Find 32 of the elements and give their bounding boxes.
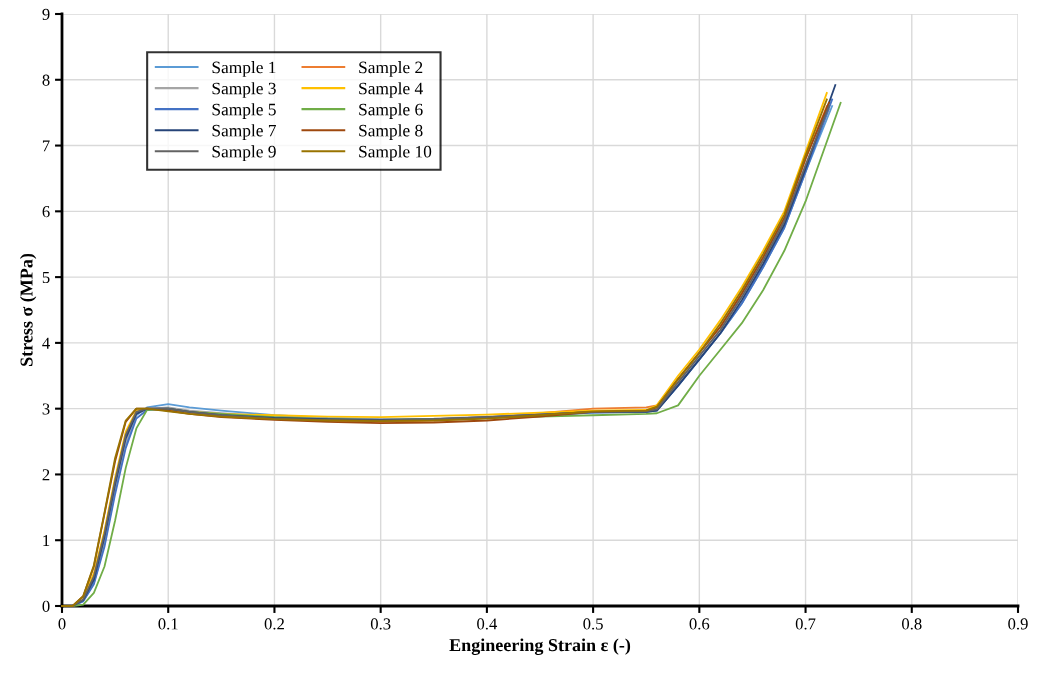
legend-label: Sample 6 [359, 103, 423, 119]
x-tick-label: 0.5 [583, 618, 603, 630]
legend-label: Sample 2 [359, 61, 423, 77]
x-tick-label: 0.1 [158, 618, 178, 630]
legend-label: Sample 3 [212, 82, 276, 98]
x-tick-label: 0.8 [902, 618, 922, 630]
legend-label: Sample 10 [359, 145, 432, 162]
legend-label: Sample 8 [359, 124, 423, 140]
x-axis-title: Engineering Strain ε (-) [449, 638, 631, 655]
y-tick-label: 4 [42, 337, 50, 349]
legend-label: Sample 4 [359, 82, 423, 98]
y-tick-label: 9 [42, 8, 50, 20]
legend-label: Sample 5 [212, 103, 276, 119]
y-tick-label: 2 [42, 469, 50, 481]
x-tick-label: 0.6 [689, 618, 710, 630]
x-tick-label: 0.3 [370, 618, 391, 630]
x-tick-label: 0.7 [795, 618, 816, 630]
legend-label: Sample 1 [212, 61, 276, 77]
x-tick-label: 0.9 [1008, 618, 1028, 630]
y-tick-label: 0 [42, 600, 50, 612]
y-tick-label: 8 [42, 74, 50, 86]
legend-label: Sample 7 [212, 124, 276, 140]
y-tick-label: 7 [42, 140, 50, 152]
y-tick-label: 6 [42, 206, 50, 218]
x-tick-label: 0 [58, 618, 66, 630]
y-tick-label: 3 [42, 403, 50, 415]
x-tick-label: 0.4 [477, 618, 498, 630]
legend-label: Sample 9 [212, 145, 276, 162]
y-tick-label: 5 [42, 271, 50, 284]
y-tick-label: 1 [43, 535, 50, 546]
x-tick-label: 0.2 [264, 618, 284, 630]
y-axis-title: Stress σ (MPa) [19, 253, 37, 366]
